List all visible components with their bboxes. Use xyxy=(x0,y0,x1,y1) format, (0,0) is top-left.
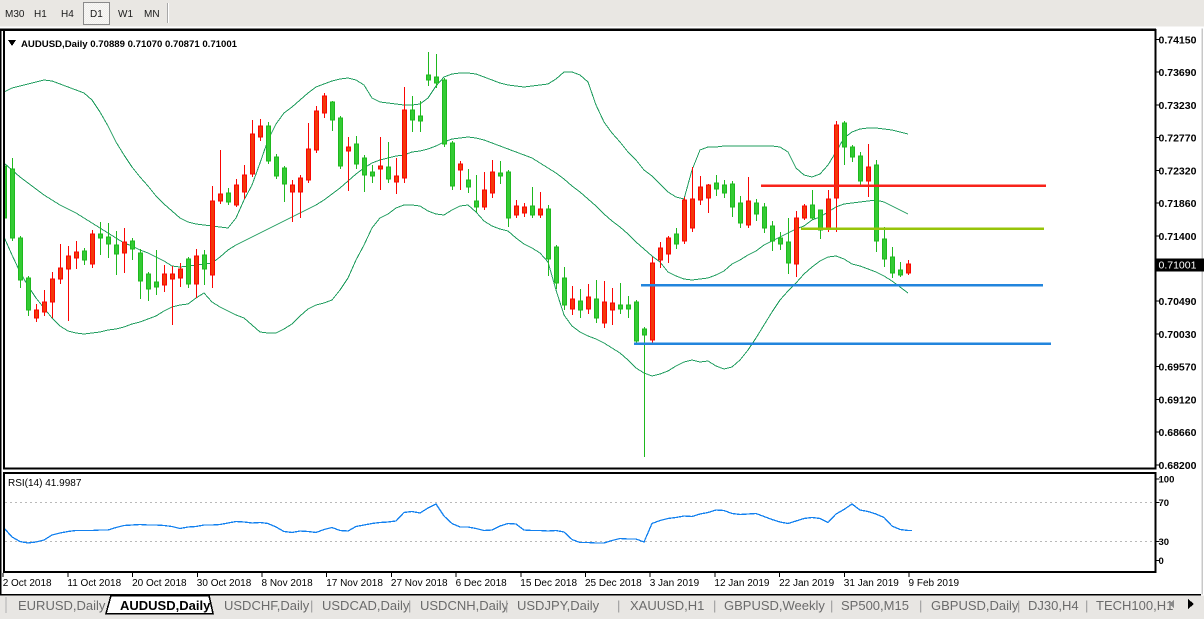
svg-text:W1: W1 xyxy=(118,9,133,20)
svg-text:|: | xyxy=(310,598,313,613)
svg-text:15 Dec 2018: 15 Dec 2018 xyxy=(520,578,577,589)
svg-text:D1: D1 xyxy=(90,9,103,20)
svg-text:|: | xyxy=(1017,598,1020,613)
svg-text:0.69120: 0.69120 xyxy=(1159,394,1197,406)
svg-text:0.72320: 0.72320 xyxy=(1159,165,1197,177)
svg-text:12 Jan 2019: 12 Jan 2019 xyxy=(714,578,769,589)
svg-text:USDJPY,Daily: USDJPY,Daily xyxy=(517,598,600,613)
svg-text:DJ30,H4: DJ30,H4 xyxy=(1028,598,1079,613)
svg-text:AUDUSD,Daily: AUDUSD,Daily xyxy=(120,598,211,613)
svg-text:USDCHF,Daily: USDCHF,Daily xyxy=(224,598,310,613)
svg-text:0.69570: 0.69570 xyxy=(1159,362,1197,374)
svg-text:|: | xyxy=(617,598,620,613)
svg-text:0.73690: 0.73690 xyxy=(1159,67,1197,79)
svg-text:|: | xyxy=(713,598,716,613)
svg-text:27 Nov 2018: 27 Nov 2018 xyxy=(391,578,448,589)
svg-text:|: | xyxy=(830,598,833,613)
svg-text:MN: MN xyxy=(144,9,160,20)
svg-text:8 Nov 2018: 8 Nov 2018 xyxy=(262,578,314,589)
svg-text:3 Jan 2019: 3 Jan 2019 xyxy=(650,578,700,589)
svg-text:0: 0 xyxy=(1159,556,1164,567)
svg-text:XAUUSD,H1: XAUUSD,H1 xyxy=(630,598,704,613)
svg-text:20 Oct 2018: 20 Oct 2018 xyxy=(132,578,187,589)
svg-text:0.68200: 0.68200 xyxy=(1159,460,1197,472)
svg-text:SP500,M15: SP500,M15 xyxy=(841,598,909,613)
svg-text:11 Oct 2018: 11 Oct 2018 xyxy=(67,578,121,589)
svg-text:GBPUSD,Daily: GBPUSD,Daily xyxy=(931,598,1019,613)
svg-text:0.71001: 0.71001 xyxy=(1159,260,1197,272)
svg-text:0.72770: 0.72770 xyxy=(1159,133,1197,145)
svg-text:6 Dec 2018: 6 Dec 2018 xyxy=(456,578,508,589)
svg-text:0.68660: 0.68660 xyxy=(1159,427,1197,439)
svg-text:EURUSD,Daily: EURUSD,Daily xyxy=(18,598,106,613)
svg-text:H1: H1 xyxy=(34,9,47,20)
svg-text:AUDUSD,Daily 0.70889 0.71070: AUDUSD,Daily 0.70889 0.71070 0.70871 0.7… xyxy=(21,39,238,50)
svg-text:|: | xyxy=(1085,598,1088,613)
svg-text:GBPUSD,Weekly: GBPUSD,Weekly xyxy=(724,598,825,613)
svg-text:0.71400: 0.71400 xyxy=(1159,231,1197,243)
svg-text:30: 30 xyxy=(1159,537,1170,548)
svg-text:|: | xyxy=(505,598,508,613)
svg-text:0.73230: 0.73230 xyxy=(1159,100,1197,112)
svg-text:USDCNH,Daily: USDCNH,Daily xyxy=(420,598,509,613)
svg-text:17 Nov 2018: 17 Nov 2018 xyxy=(326,578,383,589)
svg-text:RSI(14) 41.9987: RSI(14) 41.9987 xyxy=(8,478,82,489)
svg-text:31 Jan 2019: 31 Jan 2019 xyxy=(844,578,899,589)
svg-text:|: | xyxy=(408,598,411,613)
svg-text:30 Oct 2018: 30 Oct 2018 xyxy=(197,578,252,589)
svg-text:0.74150: 0.74150 xyxy=(1159,34,1197,46)
svg-text:0.70490: 0.70490 xyxy=(1159,296,1197,308)
svg-text:22 Jan 2019: 22 Jan 2019 xyxy=(779,578,834,589)
svg-text:2 Oct 2018: 2 Oct 2018 xyxy=(3,578,52,589)
svg-text:|: | xyxy=(919,598,922,613)
svg-text:H4: H4 xyxy=(61,9,74,20)
svg-text:M30: M30 xyxy=(5,9,25,20)
svg-text:70: 70 xyxy=(1159,498,1170,509)
svg-text:0.70030: 0.70030 xyxy=(1159,329,1197,341)
svg-text:TECH100,H1: TECH100,H1 xyxy=(1096,598,1173,613)
svg-text:25 Dec 2018: 25 Dec 2018 xyxy=(585,578,642,589)
svg-text:0.71860: 0.71860 xyxy=(1159,198,1197,210)
svg-text:9 Feb 2019: 9 Feb 2019 xyxy=(909,578,960,589)
svg-text:USDCAD,Daily: USDCAD,Daily xyxy=(322,598,410,613)
svg-text:100: 100 xyxy=(1159,475,1175,486)
